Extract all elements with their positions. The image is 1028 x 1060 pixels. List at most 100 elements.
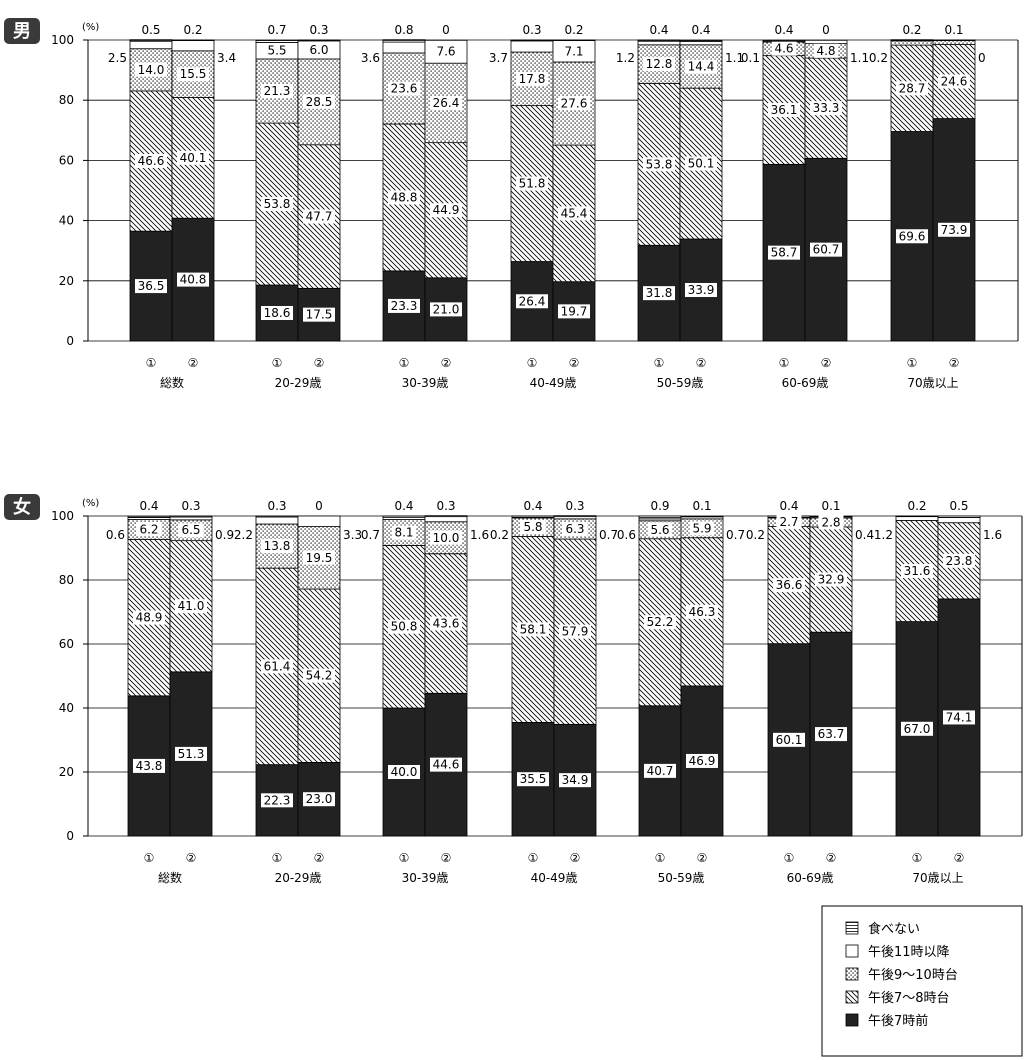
data-label-t9_10: 10.0 bbox=[433, 531, 460, 545]
data-label-bg bbox=[306, 42, 332, 57]
data-label-bg bbox=[559, 773, 591, 788]
data-label-t7_8: 44.9 bbox=[433, 203, 460, 217]
data-label-t7_8: 36.1 bbox=[771, 103, 798, 117]
data-label-bg bbox=[644, 615, 676, 630]
data-label-bg bbox=[771, 41, 797, 56]
data-label-t9_10: 14.0 bbox=[138, 63, 165, 77]
data-label-bg bbox=[135, 154, 167, 169]
bar-label: ② bbox=[954, 851, 965, 865]
y-unit-label: (%) bbox=[82, 22, 99, 33]
data-label-bg bbox=[558, 96, 590, 111]
data-label-before7: 40.8 bbox=[180, 273, 207, 287]
data-label-bg bbox=[938, 222, 970, 237]
bar-segment-after11 bbox=[937, 517, 981, 524]
data-label-t9_10: 4.8 bbox=[816, 44, 835, 58]
bar-segment-after11 bbox=[895, 516, 939, 521]
bar-segment-after11 bbox=[637, 40, 681, 46]
data-label-bg bbox=[647, 522, 673, 537]
data-label-bg bbox=[810, 242, 842, 257]
data-label-bg bbox=[177, 150, 209, 165]
data-label-none: 0.1 bbox=[821, 499, 840, 513]
data-label-bg bbox=[643, 57, 675, 72]
data-label-bg bbox=[520, 520, 546, 535]
bar-segment-none bbox=[382, 39, 426, 43]
data-label-t7_8: 41.0 bbox=[178, 599, 205, 613]
legend-label-t7_8: 午後7～8時台 bbox=[868, 991, 950, 1006]
panel-title-badge: 女 bbox=[4, 494, 40, 520]
data-label-bg bbox=[430, 203, 462, 218]
data-label-bg bbox=[901, 564, 933, 579]
bar-segment-after11 bbox=[297, 515, 341, 527]
x-category-label: 70歳以上 bbox=[912, 871, 963, 885]
data-label-bg bbox=[773, 578, 805, 593]
data-label-t7_8: 23.8 bbox=[946, 554, 973, 568]
y-tick-label: 80 bbox=[59, 93, 74, 107]
data-label-bg bbox=[177, 272, 209, 287]
data-label-t7_8: 57.9 bbox=[562, 625, 589, 639]
data-label-after11: 3.7 bbox=[489, 51, 508, 65]
bar-label: ① bbox=[144, 851, 155, 865]
data-label-bg bbox=[686, 753, 718, 768]
data-label-before7: 44.6 bbox=[433, 758, 460, 772]
bar-label: ② bbox=[826, 851, 837, 865]
data-label-bg bbox=[303, 307, 335, 322]
data-label-bg bbox=[561, 44, 587, 59]
data-label-before7: 51.3 bbox=[178, 747, 205, 761]
bar-label: ① bbox=[912, 851, 923, 865]
data-label-before7: 67.0 bbox=[904, 722, 931, 736]
data-label-none: 0.3 bbox=[522, 23, 541, 37]
data-label-t7_8: 28.7 bbox=[899, 81, 926, 95]
data-label-none: 0.3 bbox=[309, 23, 328, 37]
bar-segment-none bbox=[552, 39, 596, 42]
data-label-after11: 3.4 bbox=[217, 51, 236, 65]
data-label-t7_8: 47.7 bbox=[306, 210, 333, 224]
data-label-bg bbox=[303, 792, 335, 807]
data-label-before7: 74.1 bbox=[946, 710, 973, 724]
data-label-t9_10: 28.5 bbox=[306, 95, 333, 109]
bar-label: ① bbox=[146, 356, 157, 370]
data-label-none: 0.2 bbox=[907, 499, 926, 513]
data-label-after11: 0.6 bbox=[617, 528, 636, 542]
data-label-before7: 19.7 bbox=[561, 304, 588, 318]
bar-segment-after11 bbox=[169, 516, 213, 521]
bar-segment-after11 bbox=[255, 516, 299, 525]
data-label-none: 0.5 bbox=[949, 499, 968, 513]
data-label-t9_10: 5.9 bbox=[692, 521, 711, 535]
data-label-bg bbox=[685, 282, 717, 297]
data-label-after11: 1.2 bbox=[616, 51, 635, 65]
data-label-none: 0.2 bbox=[902, 23, 921, 37]
data-label-t9_10: 14.4 bbox=[688, 59, 715, 73]
bar-segment-none bbox=[255, 39, 299, 43]
data-label-bg bbox=[303, 550, 335, 565]
data-label-before7: 43.8 bbox=[136, 759, 163, 773]
legend-label-t9_10: 午後9～10時台 bbox=[868, 968, 958, 983]
data-label-none: 0 bbox=[822, 23, 830, 37]
data-label-bg bbox=[303, 209, 335, 224]
data-label-t7_8: 53.8 bbox=[646, 157, 673, 171]
bar-segment-none bbox=[297, 39, 341, 42]
data-label-bg bbox=[815, 572, 847, 587]
data-label-bg bbox=[135, 62, 167, 77]
data-label-bg bbox=[810, 101, 842, 116]
x-category-label: 70歳以上 bbox=[907, 376, 958, 390]
legend-label-before7: 午後7時前 bbox=[868, 1013, 928, 1029]
data-label-t7_8: 52.2 bbox=[647, 615, 674, 629]
y-tick-label: 80 bbox=[59, 573, 74, 587]
bar-segment-after11 bbox=[171, 40, 215, 52]
data-label-after11: 6.0 bbox=[309, 43, 328, 57]
data-label-t7_8: 45.4 bbox=[561, 206, 588, 220]
data-label-t7_8: 54.2 bbox=[306, 669, 333, 683]
bar-segment-none bbox=[932, 39, 976, 42]
data-label-bg bbox=[818, 515, 844, 530]
data-label-after11: 3.3 bbox=[343, 528, 362, 542]
legend-label-after11: 午後11時以降 bbox=[868, 945, 950, 960]
data-label-bg bbox=[943, 710, 975, 725]
data-label-bg bbox=[643, 157, 675, 172]
data-label-bg bbox=[558, 304, 590, 319]
data-label-after11: 2.2 bbox=[234, 528, 253, 542]
bar-segment-after11 bbox=[129, 40, 173, 50]
data-label-none: 0.3 bbox=[436, 499, 455, 513]
x-category-label: 60-69歳 bbox=[787, 871, 834, 885]
data-label-bg bbox=[388, 190, 420, 205]
